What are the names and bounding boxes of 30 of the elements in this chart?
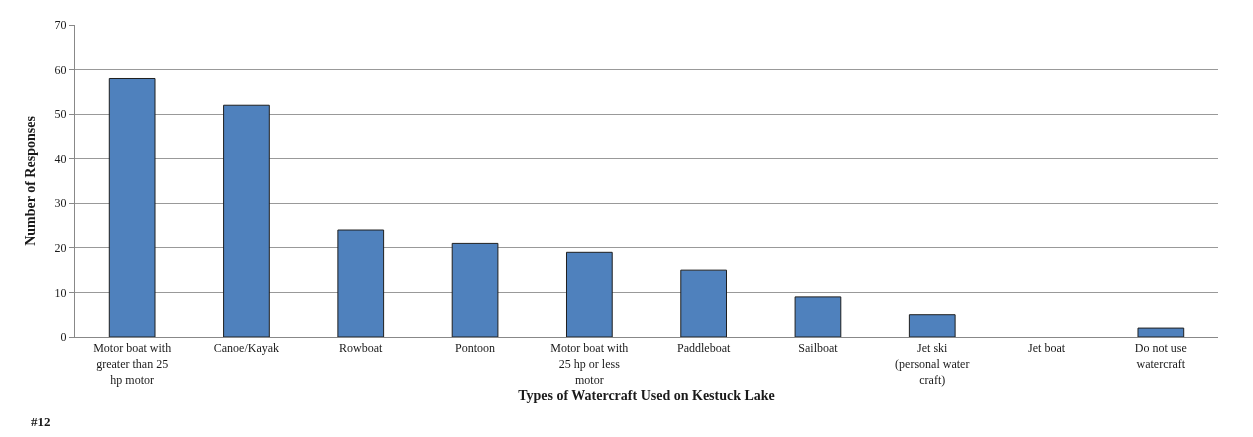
bar — [565, 251, 613, 337]
y-axis-title: Number of Responses — [23, 115, 39, 246]
bar — [451, 242, 499, 337]
bar — [108, 77, 156, 337]
bar — [337, 229, 385, 337]
x-tick-label: Do not use watercraft — [1134, 341, 1187, 371]
y-tick-label: 0 — [60, 330, 67, 345]
bar — [223, 104, 270, 337]
y-tick-label: 40 — [54, 151, 67, 166]
bar — [794, 296, 842, 337]
bar — [680, 269, 728, 337]
y-tick-label: 20 — [54, 241, 67, 256]
x-tick-label: Motor boat with greater than 25 hp motor — [93, 341, 172, 387]
x-tick-label: Sailboat — [798, 341, 839, 356]
x-tick-label: Canoe/Kayak — [213, 341, 280, 356]
x-axis-title: Types of Watercraft Used on Kestuck Lake — [518, 387, 775, 403]
x-tick-label: Pontoon — [455, 341, 496, 356]
y-tick-label: 70 — [54, 18, 67, 33]
y-tick-label: 10 — [54, 285, 67, 300]
x-tick-label: Rowboat — [339, 341, 384, 356]
y-tick-label: 60 — [54, 62, 67, 77]
y-tick-label: 30 — [54, 196, 67, 211]
x-tick-label: Jet ski (personal water craft) — [895, 341, 970, 387]
x-tick-label: Motor boat with 25 hp or less motor — [550, 341, 629, 387]
text: #12 — [31, 414, 51, 429]
x-tick-label: Jet boat — [1028, 341, 1066, 356]
x-tick-label: Paddleboat — [676, 341, 731, 356]
bar — [908, 314, 956, 337]
bar — [1137, 327, 1185, 337]
y-tick-label: 50 — [54, 107, 67, 122]
